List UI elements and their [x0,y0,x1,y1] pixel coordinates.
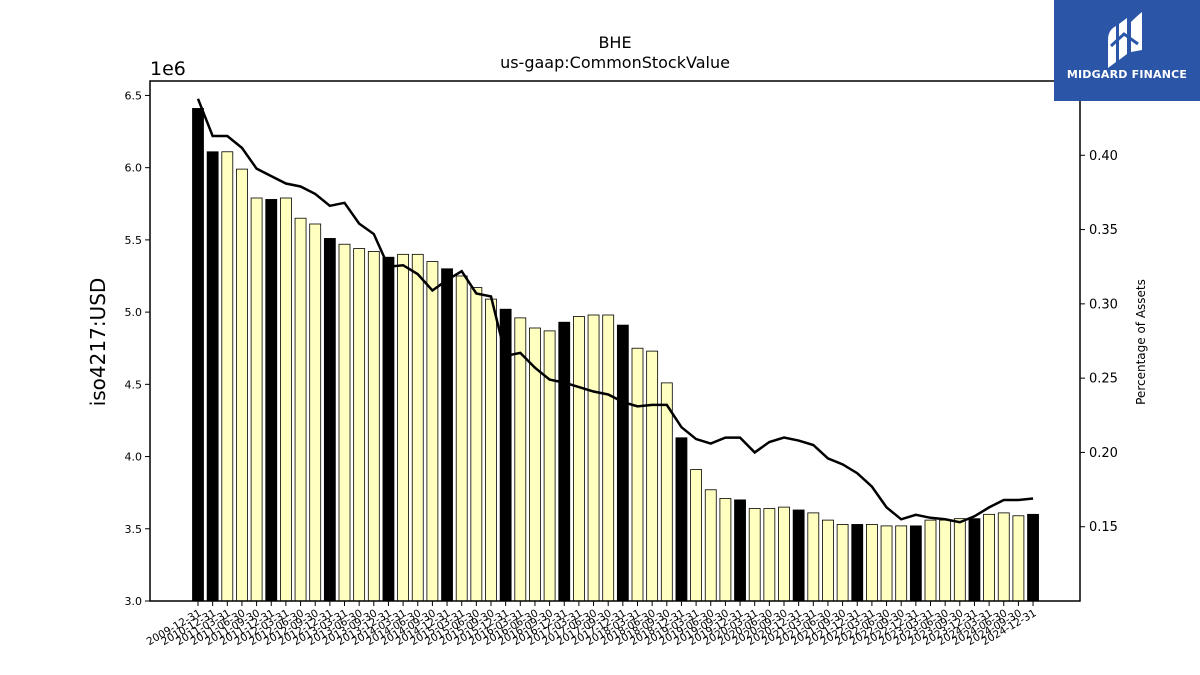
bar-2024-03-31 [983,513,995,602]
y2-tick-label: 0.25 [1089,372,1118,387]
bar-2021-06-30 [822,519,834,602]
bars-group [192,108,1039,602]
bar-2011-12-31 [265,199,278,602]
bar-2012-12-31 [323,238,336,602]
bar-2018-06-30 [646,350,659,602]
bar-2022-09-30 [895,525,908,602]
y-tick-label: 4.0 [125,451,143,464]
bar-2017-09-30 [602,314,615,602]
bar-2016-09-30 [543,330,556,602]
bar-2013-12-31 [382,256,395,602]
bar-2018-03-31 [631,347,644,602]
bar-2022-12-31 [909,525,922,602]
bar-2019-06-30 [704,489,717,602]
logo: MIDGARD FINANCE [1054,0,1200,101]
y-tick-label: 6.0 [125,162,143,175]
bar-2021-09-30 [836,524,849,602]
bar-2019-12-31 [734,499,746,602]
bar-2024-12-31 [1027,513,1039,602]
bar-2015-03-31 [455,275,468,602]
bar-2016-03-31 [514,317,527,602]
bar-2018-09-30 [660,382,673,602]
midgard-logo-icon [1108,12,1142,68]
bar-2020-09-30 [778,506,790,602]
bar-2012-09-30 [309,223,322,602]
bar-2021-12-31 [851,524,864,602]
bar-2020-12-31 [792,509,805,602]
y-tick-label: 3.5 [125,523,143,536]
bar-2009-12-31 [192,108,204,602]
logo-text: MIDGARD FINANCE [1066,68,1188,81]
bar-2011-06-30 [236,168,248,602]
chart-subtitle: us-gaap:CommonStockValue [500,53,730,72]
percentage-of-assets-line [196,98,1034,524]
axes-group: 3.0 3.5 4.0 4.5 5.0 5.5 6.0 6.5 0.15 0.20 0.25 0.30… [125,89,1118,648]
bar-2019-09-30 [719,498,732,602]
bar-2023-09-30 [953,518,966,602]
y2-tick-label: 0.15 [1089,520,1118,535]
bar-2020-06-30 [763,508,776,602]
bar-2024-09-30 [1012,515,1025,602]
y-tick-label: 6.5 [125,89,143,102]
bar-2013-06-30 [353,248,366,602]
bar-2015-09-30 [485,298,497,602]
bar-2023-06-30 [939,519,952,602]
bar-2023-12-31 [968,518,981,602]
bar-2011-03-31 [221,151,234,602]
bar-2011-09-30 [250,197,263,602]
bar-2014-12-31 [441,268,453,602]
bar-2013-09-30 [367,251,380,602]
y2-tick-label: 0.35 [1089,223,1118,238]
bar-2014-03-31 [397,253,410,602]
bar-2017-12-31 [616,324,629,602]
bar-2022-06-30 [880,525,893,602]
chart-title: BHE [598,33,631,52]
bar-2015-06-30 [470,287,483,602]
y2-tick-label: 0.30 [1089,297,1118,312]
y-tick-label: 4.5 [125,378,143,391]
y-axis-multiplier: 1e6 [150,58,186,80]
plot-frame [149,80,1081,602]
bar-2013-03-31 [338,243,351,602]
bar-2019-03-31 [690,469,702,602]
bar-2023-03-31 [924,519,937,602]
bar-2012-06-30 [294,217,307,602]
bar-2017-03-31 [573,316,585,602]
y-tick-label: 5.5 [125,234,143,247]
bar-2014-06-30 [411,253,424,602]
y2-tick-label: 0.20 [1089,446,1118,461]
bar-2024-06-30 [997,512,1010,602]
bar-2022-03-31 [866,524,878,602]
bar-2018-12-31 [675,437,688,602]
bar-2014-09-30 [426,261,439,602]
y2-tick-label: 0.40 [1089,149,1118,164]
line-group [196,98,1034,524]
bar-2017-06-30 [587,314,600,602]
bar-2012-03-31 [279,197,292,602]
bar-2021-03-31 [807,512,820,602]
bar-2016-12-31 [558,321,571,602]
y-axis-label: iso4217:USD [86,278,110,407]
y2-axis-label: Percentage of Assets [1134,279,1148,405]
bar-2010-12-31 [206,151,219,602]
y-tick-label: 3.0 [125,595,143,608]
bar-2020-03-31 [748,508,761,602]
y-tick-label: 5.0 [125,306,143,319]
